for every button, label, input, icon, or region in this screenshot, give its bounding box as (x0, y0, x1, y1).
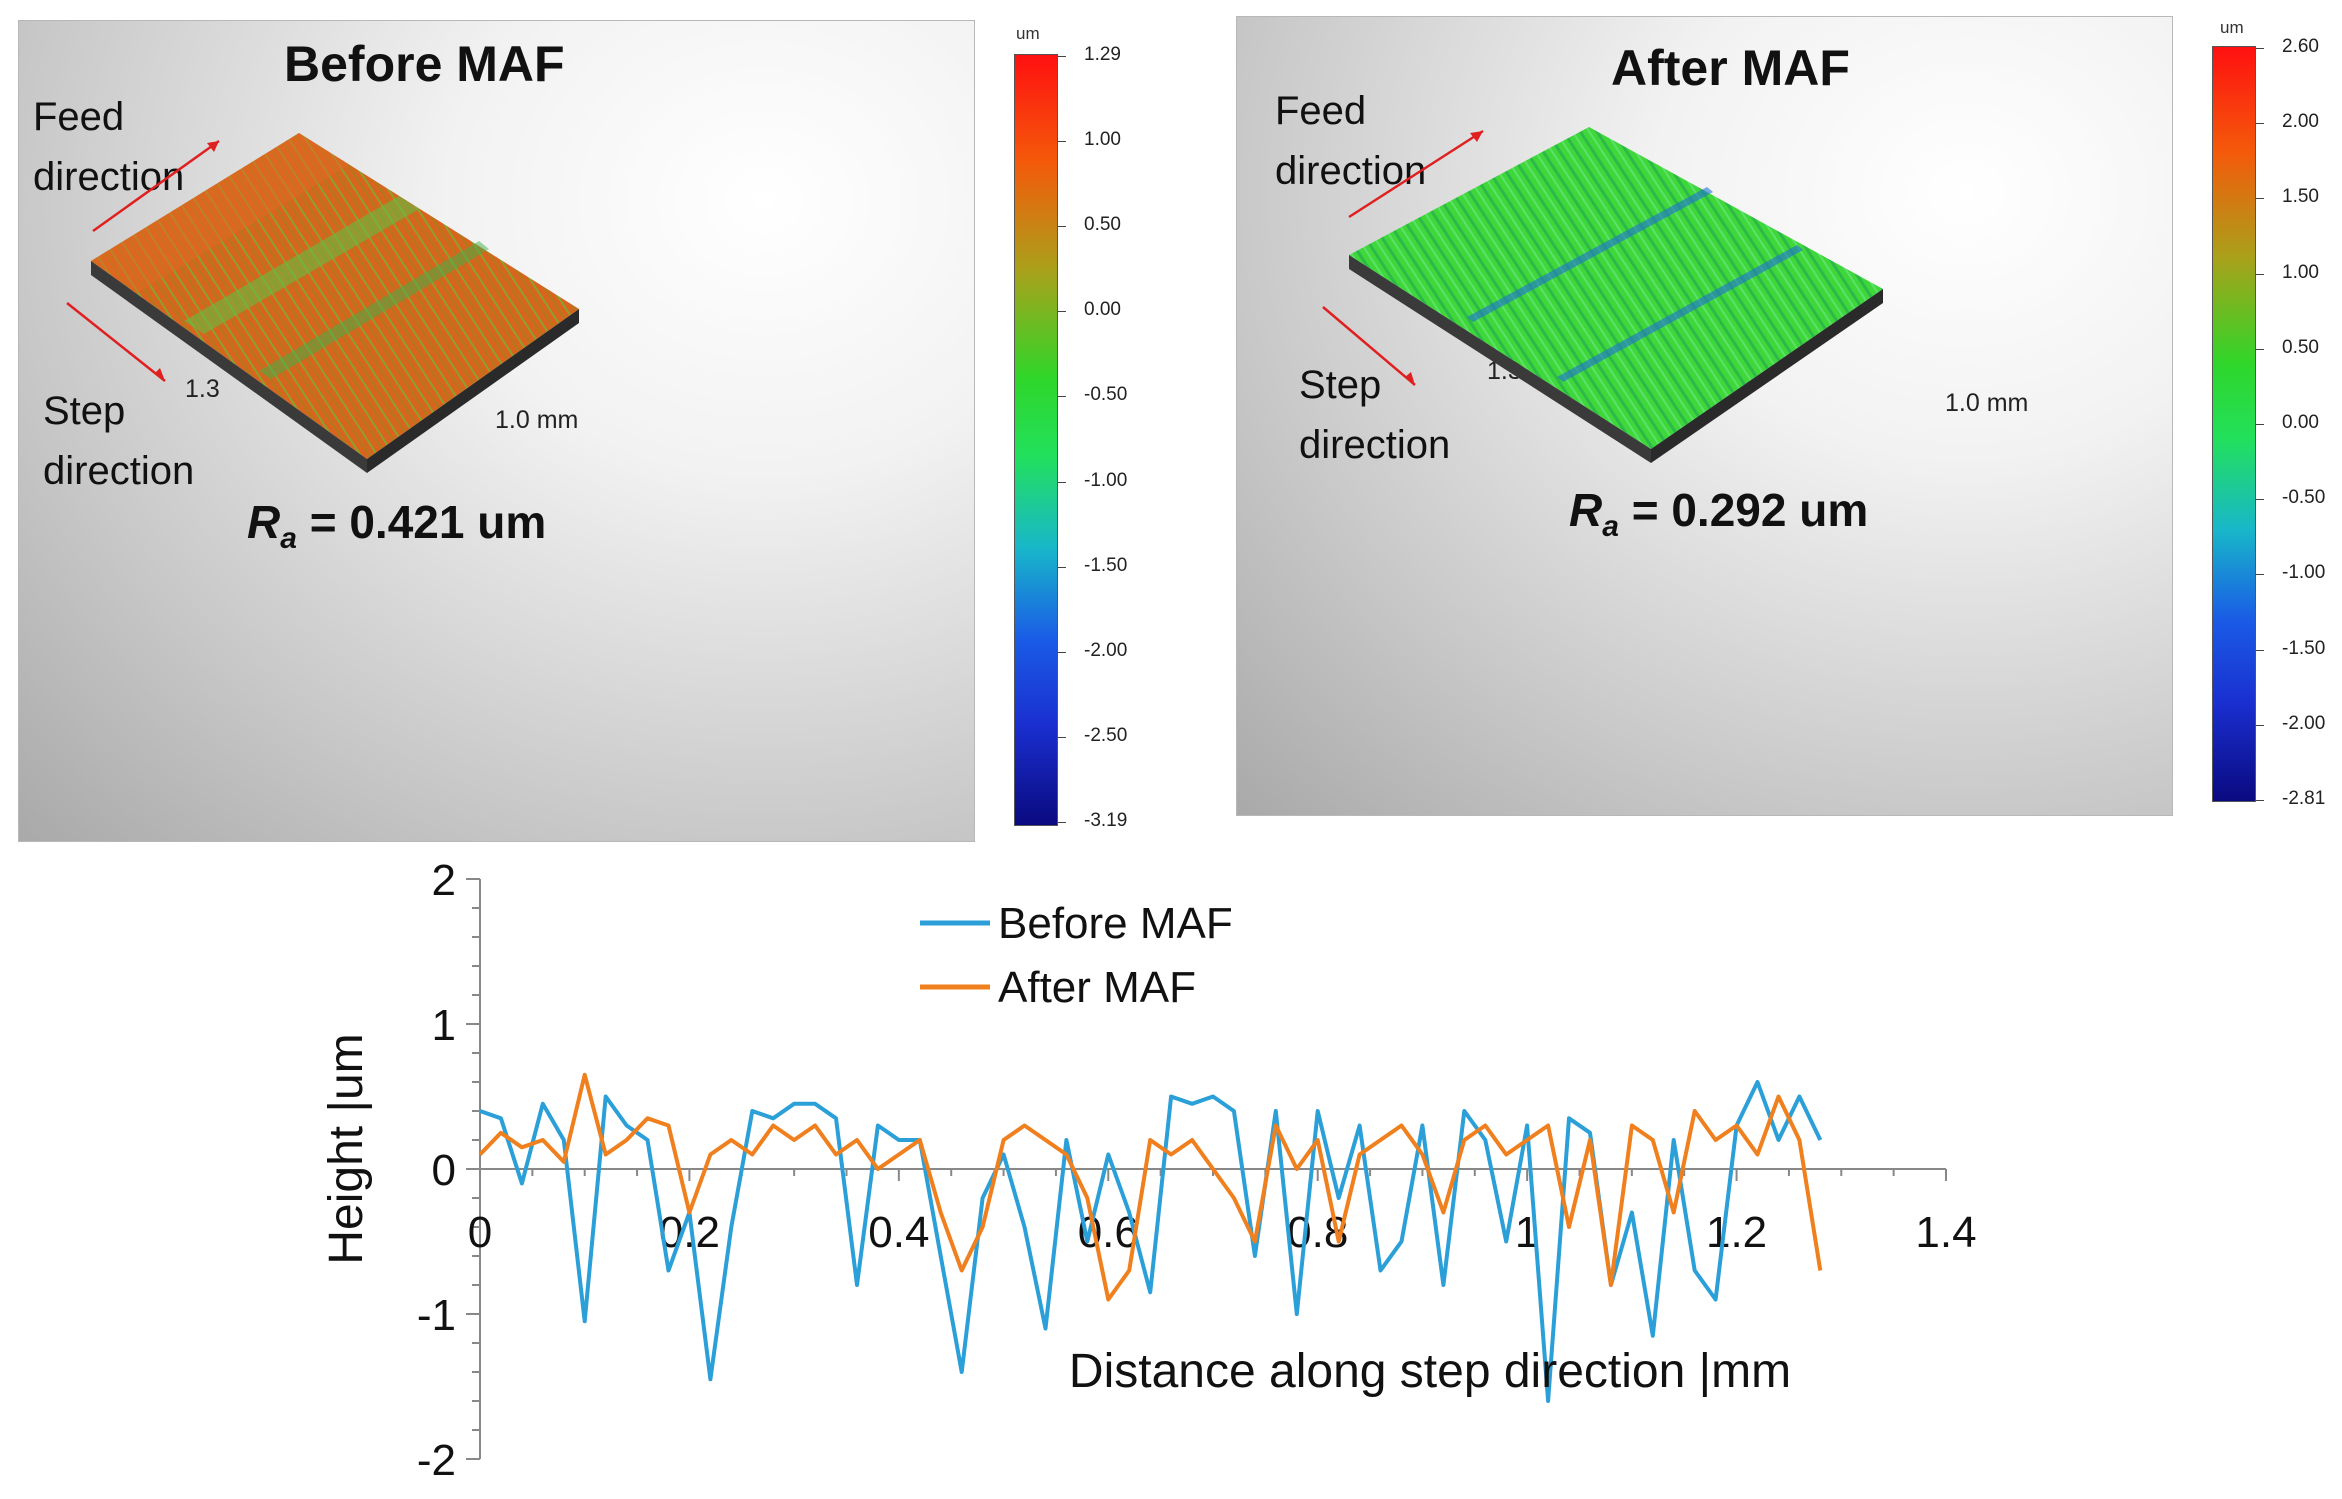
before-scale-unit: um (1016, 24, 1040, 43)
after-scale-tick (2256, 273, 2264, 275)
before-scale-tick (1058, 56, 1066, 57)
before-scale-tick-label: -1.00 (1084, 469, 1128, 491)
y-tick-label: 1 (432, 1001, 456, 1050)
after-scale-tick-label: 0.00 (2282, 412, 2319, 433)
after-scale-tick-label: 2.60 (2282, 36, 2319, 57)
after-scale-tick-label: 1.00 (2282, 261, 2319, 283)
after-scale-tick (2256, 499, 2264, 501)
x-tick-label: 1.2 (1706, 1208, 1767, 1257)
after-scale-tick (2256, 574, 2264, 576)
before-scale-tick (1058, 396, 1066, 398)
chart-y-axis-label: Height |um (320, 1033, 373, 1264)
after-scale-tick-label: -1.00 (2282, 562, 2326, 584)
after-scale-tick (2256, 348, 2264, 350)
before-ra-value: Ra = 0.421 um (247, 496, 547, 556)
after-step-direction-label: Step direction (1299, 363, 1451, 467)
after-scale-tick-label: -2.00 (2282, 712, 2326, 734)
after-dim-front: 1.0 mm (1945, 389, 2029, 417)
after-panel-title: After MAF (1611, 40, 1850, 96)
before-scale-tick-label: 1.00 (1084, 129, 1121, 151)
before-scale-tick-label: -2.00 (1084, 639, 1128, 661)
before-scale-tick (1058, 481, 1066, 483)
y-tick-label: 0 (432, 1146, 456, 1195)
after-scale-tick (2256, 424, 2264, 425)
after-scale-tick-label: -0.50 (2282, 487, 2326, 509)
before-scale-tick-label: -1.50 (1084, 554, 1128, 576)
y-tick-label: -2 (417, 1436, 456, 1485)
x-tick-label: 0.4 (868, 1208, 929, 1257)
after-scale-tick-label: -1.50 (2282, 637, 2326, 659)
after-scale-tick (2256, 198, 2264, 200)
chart-axes: 210-1-20 0.2 0.4 0.6 0.8 1 1.2 1.4 (417, 856, 1977, 1485)
before-scale-tick (1058, 822, 1066, 823)
before-scale-tick-label: -0.50 (1084, 384, 1128, 406)
before-surface-top (91, 133, 579, 459)
chart-legend: Before MAF After MAF (920, 899, 1233, 1012)
chart-series (478, 1072, 1823, 1403)
before-feed-arrow (92, 139, 220, 233)
after-scale-tick (2256, 800, 2264, 801)
legend-label: After MAF (998, 963, 1196, 1012)
before-scale-tick (1058, 311, 1066, 313)
before-surface-side (91, 261, 367, 473)
legend-label: Before MAF (998, 899, 1233, 948)
before-step-direction-label: Step direction (43, 389, 195, 493)
before-dim-side: 1.3 (185, 375, 220, 403)
after-surface-3d (1322, 127, 1883, 463)
after-scale-tick (2256, 123, 2264, 125)
after-ra-value: Ra = 0.292 um (1569, 484, 1869, 544)
after-scale-tick-label: -2.81 (2282, 788, 2326, 809)
y-tick-label: -1 (417, 1291, 456, 1340)
after-feed-arrow (1348, 129, 1484, 219)
before-scale-tick (1058, 566, 1066, 568)
after-scale-bar (2212, 46, 2256, 802)
after-maf-panel: After MAF Feed direction Step direction … (1236, 16, 2173, 816)
before-surface-3d (66, 133, 579, 473)
before-scale-tick (1058, 736, 1066, 738)
x-tick-label: 0 (468, 1208, 492, 1257)
x-tick-label: 1.4 (1915, 1208, 1976, 1257)
before-scale-tick-label: 0.50 (1084, 214, 1121, 236)
before-maf-panel: Before MAF Feed direction Step direction… (18, 20, 975, 842)
before-dim-front: 1.0 mm (495, 406, 579, 434)
after-surface-top (1349, 127, 1883, 449)
before-step-arrow (66, 302, 166, 382)
after-scale-tick (2256, 649, 2264, 651)
before-panel-title: Before MAF (284, 36, 565, 92)
before-scale-tick-label: -3.19 (1084, 810, 1128, 831)
after-surface-side (1349, 255, 1651, 463)
before-scale-tick-label: 0.00 (1084, 299, 1121, 321)
before-scale-tick-label: 1.29 (1084, 44, 1121, 65)
after-scale-tick-label: 2.00 (2282, 111, 2319, 133)
before-scale-tick (1058, 651, 1066, 653)
after-scale-tick-label: 0.50 (2282, 336, 2319, 358)
before-scale-tick (1058, 226, 1066, 228)
after-step-arrow (1322, 306, 1416, 386)
height-profile-chart: 210-1-20 0.2 0.4 0.6 0.8 1 1.2 1.4 Before MAFAf… (320, 856, 1977, 1485)
before-scale-bar (1014, 54, 1058, 826)
after-scale-tick-label: 1.50 (2282, 186, 2319, 208)
before-feed-direction-label: Feed direction (33, 95, 185, 199)
after-maf-series-line (478, 1072, 1823, 1302)
before-scale-tick (1058, 141, 1066, 143)
after-scale-tick (2256, 724, 2264, 726)
after-feed-direction-label: Feed direction (1275, 89, 1427, 193)
chart-x-axis-label: Distance along step direction |mm (1069, 1345, 1791, 1398)
after-scale-tick (2256, 48, 2264, 49)
after-scale-unit: um (2220, 18, 2244, 37)
y-tick-label: 2 (432, 856, 456, 905)
before-scale-tick-label: -2.50 (1084, 724, 1128, 746)
